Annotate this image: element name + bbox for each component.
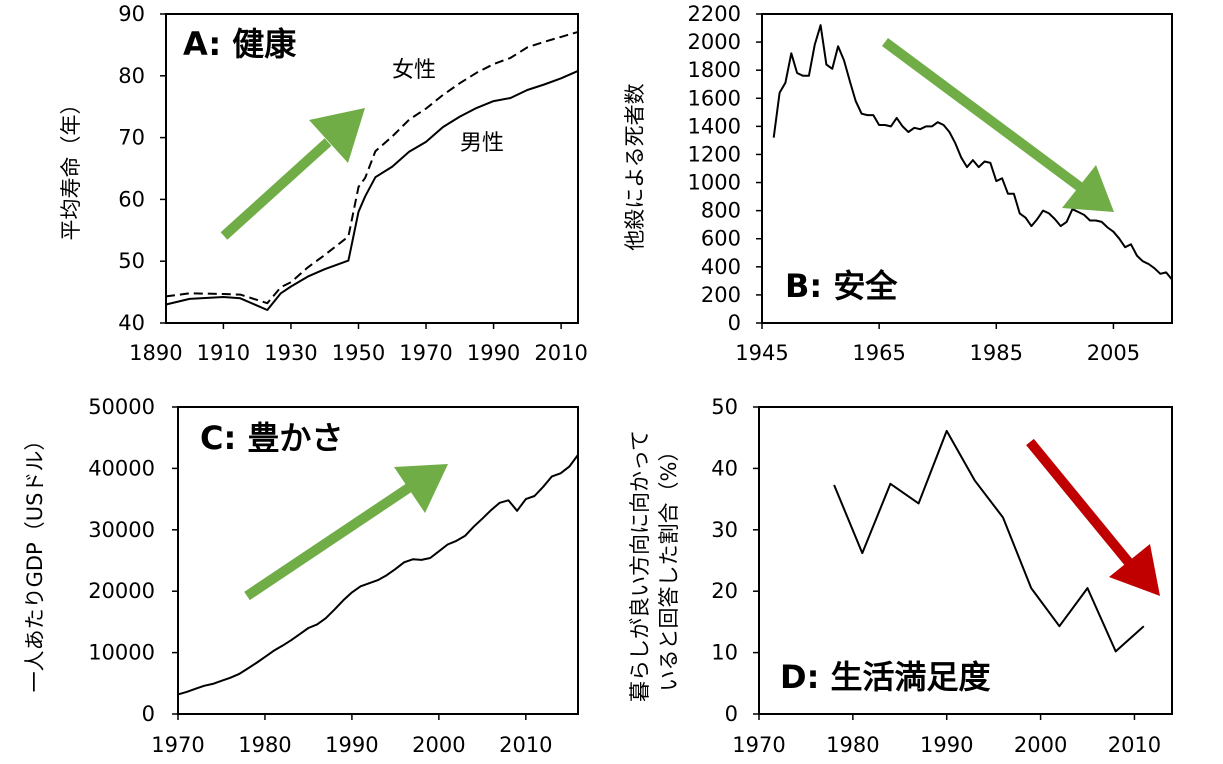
- panel-b-trend-arrow: [882, 37, 1114, 212]
- panel-a-label-male: 男性: [460, 131, 504, 156]
- panel-b-frame: [761, 13, 1173, 324]
- panel-d-ytick-label: 0: [725, 702, 738, 726]
- panel-d-xtick-label: 1990: [920, 733, 973, 757]
- panel-b-ytick-label: 800: [701, 199, 741, 223]
- panel-c-xtick-label: 1980: [238, 733, 291, 757]
- panel-d-xtick-label: 2000: [1014, 733, 1067, 757]
- panel-d-ytick-label: 40: [711, 456, 738, 480]
- panel-b: 0 200 400 600 800 1000 1200 1400 1600 1800 2000 220…: [623, 2, 1173, 365]
- panel-c-trend-arrow: [244, 464, 448, 601]
- panel-d-trend-arrow: [1026, 438, 1160, 596]
- panel-a-xtick-label: 1890: [129, 341, 182, 365]
- panel-a-xtick-label: 2010: [534, 341, 587, 365]
- panel-a-frame: [165, 13, 579, 324]
- panel-a-plot-area: 40 50 60 70 80 90 1890 1910 1930 1950 1970 1990 2010: [118, 2, 588, 365]
- panel-d-ylabel-line1: 暮らしが良い方向に向かって: [628, 430, 652, 702]
- panel-a-ytick-label: 70: [118, 126, 145, 150]
- panel-b-xtick-label: 1965: [852, 341, 905, 365]
- panel-d-ytick-label: 10: [711, 641, 738, 665]
- panel-c-plot-area: 0 10000 20000 30000 40000 50000 1970 1980 1990 20…: [88, 395, 579, 757]
- panel-c-xtick-label: 1970: [151, 733, 204, 757]
- panel-d-ytick-label: 20: [711, 579, 738, 603]
- panel-c-title: C: 豊かさ: [200, 419, 343, 457]
- panel-c-ytick-label: 30000: [88, 518, 155, 542]
- panel-c-xtick-label: 2000: [412, 733, 465, 757]
- panel-d-xtick-label: 1970: [732, 733, 785, 757]
- panel-d-xtick-label: 2010: [1108, 733, 1161, 757]
- panel-b-ytick-label: 0: [728, 311, 741, 335]
- panel-c-frame: [177, 406, 579, 715]
- panel-a-xtick-label: 1970: [399, 341, 452, 365]
- panel-b-ytick-label: 400: [701, 255, 741, 279]
- panel-b-ytick-label: 600: [701, 227, 741, 251]
- panel-a-ytick-label: 60: [118, 187, 145, 211]
- panel-b-ytick-label: 1200: [688, 142, 741, 166]
- panel-b-ytick-label: 2200: [688, 2, 741, 26]
- panel-c-ytick-label: 50000: [88, 395, 155, 419]
- panel-a-xtick-label: 1930: [264, 341, 317, 365]
- panel-a-ytick-label: 40: [118, 311, 145, 335]
- panel-c-ytick-label: 40000: [88, 456, 155, 480]
- panel-b-ytick-label: 1000: [688, 171, 741, 195]
- panel-d-series-line-0: [833, 429, 1145, 653]
- panel-d-arrow-head: [1109, 544, 1160, 596]
- panel-b-title: B: 安全: [785, 267, 898, 305]
- panel-a-xtick-label: 1950: [332, 341, 385, 365]
- panel-c-xtick-label: 1990: [325, 733, 378, 757]
- panel-d-ytick-label: 50: [711, 395, 738, 419]
- panel-a-label-female: 女性: [392, 58, 436, 83]
- panel-d-title: D: 生活満足度: [780, 658, 991, 696]
- panel-b-ytick-label: 200: [701, 283, 741, 307]
- panel-c-ytick-label: 0: [142, 702, 155, 726]
- panel-b-ytick-label: 1600: [688, 86, 741, 110]
- panel-a-ytick-label: 80: [118, 64, 145, 88]
- panel-d-xtick-label: 1980: [826, 733, 879, 757]
- panel-b-xtick-label: 1945: [735, 341, 788, 365]
- panel-a-ytick-label: 50: [118, 249, 145, 273]
- panel-d-frame: [758, 406, 1173, 715]
- panel-b-ytick-label: 1400: [688, 114, 741, 138]
- panel-d: 0 10 20 30 40 50 1970 1980 1990 2000 2010 暮らしが良い方向…: [628, 395, 1173, 757]
- panel-d-arrow-shaft: [1026, 438, 1134, 568]
- panel-d-ytick-label: 30: [711, 518, 738, 542]
- panel-c-ytick-label: 20000: [88, 579, 155, 603]
- panel-a-arrow-shaft: [220, 138, 332, 240]
- panel-d-ylabel-line2: いると回答した割合（%）: [657, 441, 681, 692]
- panel-b-ytick-label: 1800: [688, 58, 741, 82]
- panel-a-xtick-label: 1910: [197, 341, 250, 365]
- panel-d-plot-area: 0 10 20 30 40 50 1970 1980 1990 2000 2010: [711, 395, 1173, 757]
- panel-b-ylabel: 他殺による死者数: [623, 83, 647, 250]
- panel-b-xtick-label: 1985: [970, 341, 1023, 365]
- panel-a-title: A: 健康: [183, 25, 297, 63]
- panel-a-ylabel: 平均寿命（年）: [59, 94, 83, 241]
- panel-c-arrow-shaft: [244, 482, 413, 601]
- panel-a-series-line-1: [165, 69, 579, 311]
- panel-c-series-line-0: [177, 454, 579, 696]
- panel-b-arrow-head: [1062, 165, 1114, 212]
- panel-a: 40 50 60 70 80 90 1890 1910 1930 1950 1970 1990 2010…: [59, 2, 588, 365]
- panel-b-plot-area: 0 200 400 600 800 1000 1200 1400 1600 1800 2000 220…: [688, 2, 1173, 365]
- panel-b-ytick-label: 2000: [688, 30, 741, 54]
- panel-a-xtick-label: 1990: [467, 341, 520, 365]
- panel-a-trend-arrow: [220, 108, 365, 240]
- panel-b-series-line-0: [772, 24, 1173, 281]
- panel-a-ytick-label: 90: [118, 2, 145, 26]
- panel-c: 0 10000 20000 30000 40000 50000 1970 1980 1990 20…: [23, 395, 579, 757]
- panel-a-arrow-head: [309, 108, 365, 163]
- panel-b-xtick-label: 2005: [1087, 341, 1140, 365]
- panel-c-arrow-head: [394, 464, 448, 513]
- panel-c-ylabel: 一人あたりGDP（USドル）: [23, 430, 47, 693]
- panel-c-xtick-label: 2010: [499, 733, 552, 757]
- panel-b-arrow-shaft: [882, 37, 1083, 192]
- panel-a-series-line-0: [165, 30, 579, 305]
- panel-c-ytick-label: 10000: [88, 641, 155, 665]
